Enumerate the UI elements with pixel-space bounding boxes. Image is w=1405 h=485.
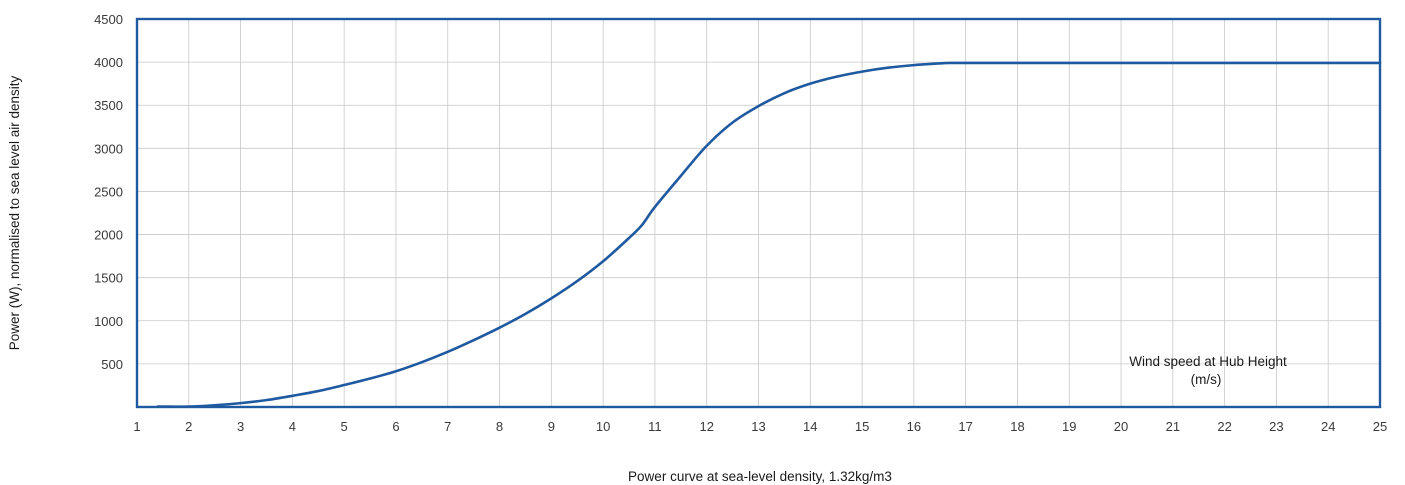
x-tick-label: 1 bbox=[133, 419, 140, 434]
y-axis-ticks: 500 1000 1500 2000 2500 3000 3500 4000 4500 bbox=[94, 12, 123, 372]
power-curve-line bbox=[156, 61, 1382, 408]
x-tick-label: 6 bbox=[392, 419, 399, 434]
x-tick-label: 10 bbox=[596, 419, 610, 434]
x-tick-label: 21 bbox=[1166, 419, 1180, 434]
x-tick-label: 3 bbox=[237, 419, 244, 434]
x-axis-ticks: 1 2 3 4 5 6 7 8 9 10 11 12 13 14 15 16 17 18 19 20 21 22 23 24 2… bbox=[133, 419, 1387, 434]
x-tick-label: 24 bbox=[1321, 419, 1335, 434]
y-tick-label: 2000 bbox=[94, 228, 123, 243]
y-tick-label: 1500 bbox=[94, 271, 123, 286]
x-tick-label: 8 bbox=[496, 419, 503, 434]
y-tick-label: 500 bbox=[101, 357, 123, 372]
y-tick-label: 4500 bbox=[94, 12, 123, 27]
x-tick-label: 4 bbox=[289, 419, 296, 434]
x-tick-label: 20 bbox=[1114, 419, 1128, 434]
y-axis-label: Power (W), normalised to sea level air d… bbox=[7, 75, 22, 350]
x-tick-label: 11 bbox=[648, 419, 662, 434]
x-tick-label: 17 bbox=[958, 419, 972, 434]
x-tick-label: 14 bbox=[803, 419, 817, 434]
y-tick-label: 2500 bbox=[94, 184, 123, 199]
x-tick-label: 7 bbox=[444, 419, 451, 434]
x-tick-label: 13 bbox=[751, 419, 765, 434]
x-axis-label: Power curve at sea-level density, 1.32kg… bbox=[628, 469, 892, 484]
x-tick-label: 16 bbox=[907, 419, 921, 434]
y-tick-label: 3500 bbox=[94, 98, 123, 113]
y-tick-label: 4000 bbox=[94, 55, 123, 70]
plot-frame bbox=[135, 17, 1382, 409]
x-tick-label: 9 bbox=[548, 419, 555, 434]
x-tick-label: 25 bbox=[1373, 419, 1387, 434]
x-tick-label: 12 bbox=[699, 419, 713, 434]
y-tick-label: 3000 bbox=[94, 141, 123, 156]
x-tick-label: 23 bbox=[1269, 419, 1283, 434]
x-tick-label: 5 bbox=[341, 419, 348, 434]
x-tick-label: 18 bbox=[1010, 419, 1024, 434]
x-tick-label: 22 bbox=[1217, 419, 1231, 434]
x-tick-label: 15 bbox=[855, 419, 869, 434]
y-tick-label: 1000 bbox=[94, 314, 123, 329]
annotation-line-1: Wind speed at Hub Height bbox=[1129, 354, 1287, 369]
annotation-line-2: (m/s) bbox=[1191, 372, 1222, 387]
grid-lines bbox=[137, 19, 1380, 407]
x-tick-label: 2 bbox=[185, 419, 192, 434]
x-tick-label: 19 bbox=[1062, 419, 1076, 434]
